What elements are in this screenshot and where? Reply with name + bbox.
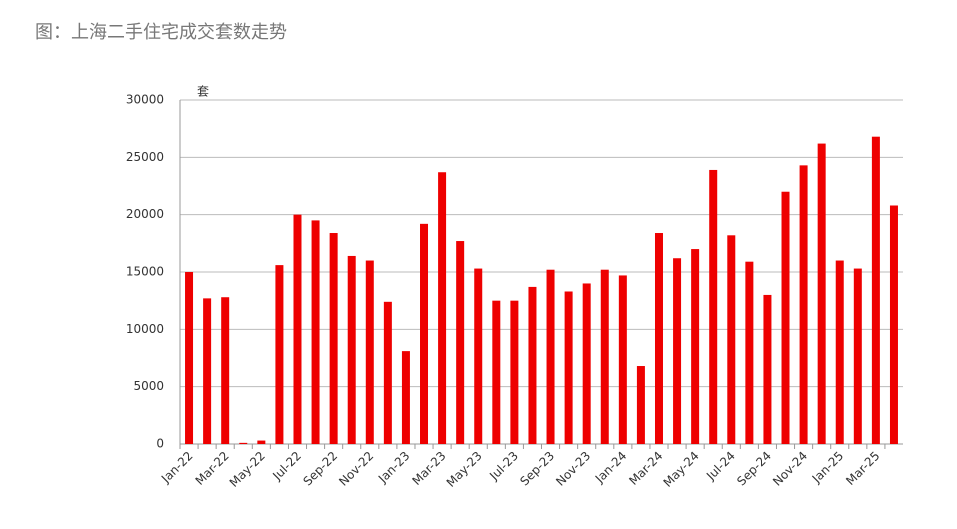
bar xyxy=(365,260,374,444)
bar xyxy=(727,235,736,444)
x-tick-label: Mar-22 xyxy=(193,449,232,488)
bar xyxy=(293,214,302,444)
bar xyxy=(618,275,627,444)
x-tick-label: May-24 xyxy=(661,449,702,490)
bar xyxy=(781,191,790,444)
bar xyxy=(510,300,519,444)
y-tick-label: 5000 xyxy=(133,379,164,393)
bar xyxy=(239,442,248,444)
bar xyxy=(564,291,573,444)
x-tick-label: Mar-25 xyxy=(843,449,882,488)
bar xyxy=(835,260,844,444)
bar xyxy=(600,269,609,444)
bar xyxy=(257,440,266,444)
bar xyxy=(546,269,555,444)
y-tick-label: 0 xyxy=(156,437,164,451)
x-tick-label: Jan-25 xyxy=(809,449,847,487)
bar xyxy=(853,268,862,444)
bar xyxy=(889,205,898,444)
x-tick-label: May-22 xyxy=(227,449,268,490)
bar xyxy=(709,169,718,445)
bar xyxy=(763,294,772,444)
y-axis-label: 套 xyxy=(197,85,209,99)
bar xyxy=(745,261,754,444)
bar xyxy=(401,351,410,444)
bar xyxy=(817,143,826,444)
y-tick-label: 15000 xyxy=(126,265,164,279)
y-tick-label: 10000 xyxy=(126,322,164,336)
bar xyxy=(329,233,338,444)
bar xyxy=(383,301,392,444)
y-tick-label: 25000 xyxy=(126,150,164,164)
bar xyxy=(582,283,591,444)
x-tick-label: Sep-24 xyxy=(734,449,774,489)
bar xyxy=(275,265,284,444)
x-tick-label: Jul-24 xyxy=(703,449,738,484)
x-tick-label: Nov-24 xyxy=(770,449,810,489)
x-tick-label: Mar-24 xyxy=(626,449,665,488)
bar xyxy=(311,220,320,444)
chart-title: 图：上海二手住宅成交套数走势 xyxy=(35,22,287,43)
x-tick-label: Nov-23 xyxy=(553,449,593,489)
x-tick-label: Jan-24 xyxy=(592,449,630,487)
bar xyxy=(871,136,880,444)
x-tick-label: Jan-23 xyxy=(375,449,413,487)
x-tick-label: May-23 xyxy=(444,449,485,490)
bar xyxy=(691,249,700,444)
bar xyxy=(799,165,808,445)
x-tick-label: Sep-22 xyxy=(300,449,340,489)
bar xyxy=(673,258,682,444)
x-tick-label: Sep-23 xyxy=(517,449,557,489)
bar xyxy=(492,300,501,444)
x-tick-label: Nov-22 xyxy=(336,449,376,489)
bar xyxy=(203,298,212,444)
bar xyxy=(438,172,447,445)
bar xyxy=(474,268,483,444)
x-tick-label: Jan-22 xyxy=(158,449,196,487)
bar xyxy=(420,223,429,444)
bar xyxy=(185,272,194,444)
x-tick-label: Mar-23 xyxy=(409,449,448,488)
x-tick-label: Jul-22 xyxy=(269,449,304,484)
bar xyxy=(636,366,645,444)
bar xyxy=(654,233,663,444)
y-tick-label: 30000 xyxy=(126,93,164,107)
y-tick-label: 20000 xyxy=(126,207,164,221)
bar xyxy=(456,241,465,444)
bar xyxy=(221,297,230,444)
x-tick-label: Jul-23 xyxy=(486,449,521,484)
bar xyxy=(347,255,356,444)
bar xyxy=(528,286,537,444)
